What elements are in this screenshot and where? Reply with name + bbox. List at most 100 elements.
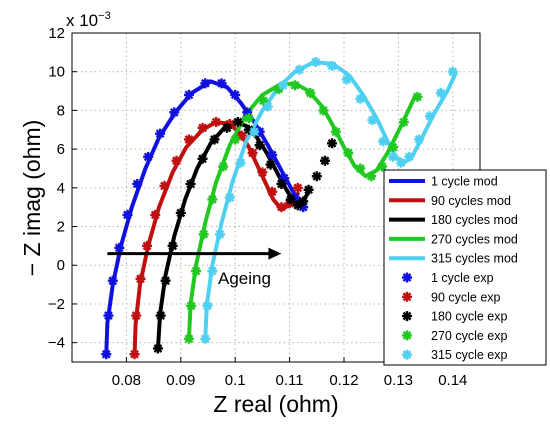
exp-point xyxy=(412,91,423,102)
exp-point xyxy=(367,115,378,126)
exp-point xyxy=(276,202,287,213)
x-tick-label: 0.1 xyxy=(225,372,246,389)
exp-point xyxy=(298,202,309,213)
legend-swatch-marker xyxy=(402,272,412,283)
x-tick-label: 0.09 xyxy=(166,372,195,389)
exp-point xyxy=(235,157,246,168)
exp-point xyxy=(247,147,258,158)
exp-point xyxy=(155,128,166,139)
y-tick-label: −4 xyxy=(48,335,65,352)
exp-point xyxy=(262,101,273,112)
exp-point xyxy=(311,171,322,182)
exp-point xyxy=(152,343,163,354)
exp-point xyxy=(185,178,196,189)
exp-point xyxy=(424,111,435,122)
exp-point xyxy=(285,194,296,205)
exp-point xyxy=(254,140,265,151)
exp-point xyxy=(414,134,425,145)
exp-point xyxy=(276,178,287,189)
legend-swatch-marker xyxy=(402,291,412,302)
legend-label: 90 cycles mod xyxy=(431,194,511,208)
exp-point xyxy=(290,80,301,91)
exp-series xyxy=(101,78,309,360)
exp-point xyxy=(197,153,208,164)
exp-point xyxy=(224,192,235,203)
exp-point xyxy=(279,173,290,184)
ticks: 0.08 0.09 0.1 0.11 0.12 0.13 0.14 −4 −2 0 2 4 6 8 10 12 xyxy=(48,25,468,389)
exp-point xyxy=(202,300,213,311)
exp-point xyxy=(207,266,218,277)
exp-point xyxy=(232,117,243,128)
exp-point xyxy=(101,349,112,360)
exp-point xyxy=(142,240,153,251)
x-axis-label: Z real (ohm) xyxy=(213,391,338,417)
exp-point xyxy=(207,194,218,205)
x-tick-label: 0.13 xyxy=(384,372,413,389)
exp-point xyxy=(230,134,241,145)
exp-point xyxy=(191,266,202,277)
exp-point xyxy=(135,273,146,284)
exp-point xyxy=(122,209,133,220)
exp-point xyxy=(114,242,125,253)
exp-point xyxy=(107,275,118,286)
exp-point xyxy=(216,78,227,89)
exp-point xyxy=(183,134,194,145)
exp-point xyxy=(131,310,142,321)
ageing-arrowhead xyxy=(268,247,282,260)
exp-point xyxy=(303,184,314,195)
exp-point xyxy=(209,134,220,145)
exp-point xyxy=(267,186,278,197)
exp-point xyxy=(398,117,409,128)
y-tick-label: 8 xyxy=(57,102,65,119)
exp-point xyxy=(218,161,229,172)
y-tick-label: 0 xyxy=(57,257,65,274)
exp-point xyxy=(159,180,170,191)
legend-swatch-marker xyxy=(402,349,412,360)
legend: 1 cycle mod 90 cycles mod 180 cycles mod 27… xyxy=(383,169,547,366)
exp-point xyxy=(103,310,114,321)
exp-point xyxy=(378,136,389,147)
exp-point xyxy=(377,161,388,172)
exp-point xyxy=(211,117,222,128)
exp-point xyxy=(396,157,407,168)
exp-point xyxy=(200,333,211,344)
x-tick-label: 0.11 xyxy=(276,372,304,389)
exp-point xyxy=(366,171,377,182)
exp-point xyxy=(298,196,309,207)
legend-label: 180 cycles mod xyxy=(431,213,518,227)
y-axis-label: − Z imag (ohm) xyxy=(19,120,45,277)
legend-swatch-marker xyxy=(402,330,412,341)
exp-point xyxy=(214,229,225,240)
exp-point xyxy=(404,151,415,162)
x-tick-label: 0.14 xyxy=(438,372,467,389)
y-scale-base: x 10 xyxy=(66,11,98,30)
exp-point xyxy=(319,155,330,166)
legend-label: 315 cycle exp xyxy=(431,348,507,362)
exp-point xyxy=(236,130,247,141)
exp-series xyxy=(152,117,338,354)
exp-point xyxy=(129,349,140,360)
legend-label: 1 cycle exp xyxy=(431,271,494,285)
exp-point xyxy=(222,122,233,133)
exp-point xyxy=(254,126,265,137)
exp-point xyxy=(435,87,446,98)
exp-point xyxy=(355,163,366,174)
legend-label: 270 cycles mod xyxy=(431,232,518,246)
exp-point xyxy=(242,107,253,118)
legend-items: 1 cycle mod 90 cycles mod 180 cycles mod 27… xyxy=(389,175,518,362)
x-tick-label: 0.12 xyxy=(329,372,358,389)
y-scale-exponent: −3 xyxy=(98,10,111,22)
ageing-label: Ageing xyxy=(218,269,271,288)
legend-swatch-marker xyxy=(402,311,412,322)
model-line xyxy=(203,60,458,341)
exp-point xyxy=(258,95,269,106)
exp-point xyxy=(278,80,289,91)
exp-point xyxy=(343,147,354,158)
exp-point xyxy=(230,89,241,100)
y-tick-label: 6 xyxy=(57,141,65,158)
y-scale-label: x 10−3 xyxy=(66,10,111,30)
exp-point xyxy=(243,113,254,124)
exp-point xyxy=(197,122,208,133)
exp-point xyxy=(355,93,366,104)
